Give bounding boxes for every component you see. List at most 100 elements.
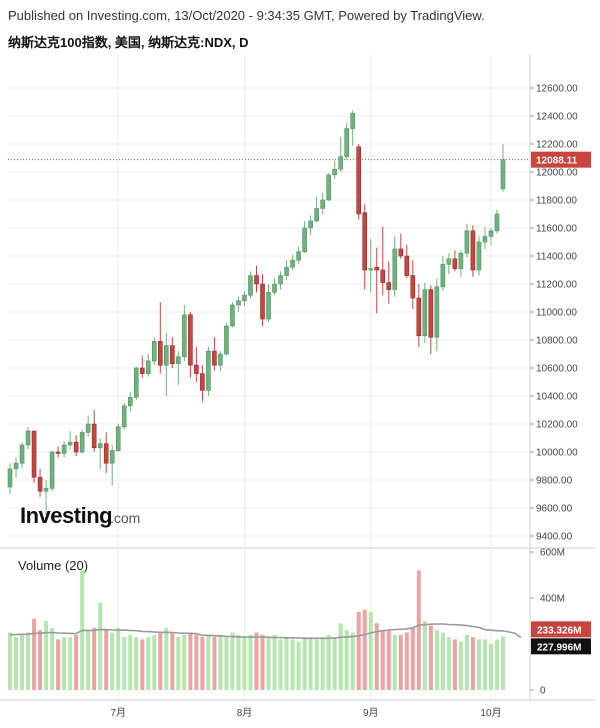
candle-body: [308, 220, 313, 229]
volume-bar: [56, 639, 61, 690]
candle-body: [260, 283, 265, 320]
volume-bar: [158, 632, 163, 690]
candle-body: [37, 476, 43, 492]
volume-bar: [350, 632, 355, 690]
volume-bar: [398, 634, 403, 690]
price-tick-label: 9600.00: [536, 504, 573, 515]
candle-body: [368, 268, 374, 271]
volume-bar: [188, 632, 193, 690]
candle-body: [13, 462, 19, 470]
candle-body: [464, 230, 470, 254]
candle-body: [31, 430, 37, 478]
volume-bar: [200, 637, 205, 690]
volume-bar: [122, 637, 127, 690]
volume-bar: [182, 634, 187, 690]
last-volume-label-bg: [531, 621, 591, 638]
candle-body: [85, 423, 91, 433]
candle-body: [476, 241, 482, 271]
candle-body: [19, 444, 25, 464]
candle-body: [470, 230, 476, 271]
volume-bar: [476, 639, 481, 690]
candle-body: [320, 199, 325, 209]
volume-tick-label: 600M: [540, 548, 565, 559]
price-tick-label: 11400.00: [536, 252, 577, 263]
brand-logo: Investing: [20, 503, 112, 528]
candle-body: [428, 289, 434, 338]
candle-body: [494, 213, 500, 232]
volume-bar: [140, 639, 145, 690]
volume-bar: [38, 630, 43, 690]
volume-bar: [110, 632, 115, 690]
price-tick-label: 10800.00: [536, 336, 578, 347]
volume-bar: [344, 630, 349, 690]
volume-bar: [32, 618, 37, 690]
candle-body: [410, 275, 416, 299]
candle-body: [266, 292, 271, 320]
volume-bar: [164, 627, 169, 690]
volume-bar: [170, 632, 175, 690]
price-tick-label: 9400.00: [536, 532, 573, 543]
candle-body: [296, 251, 301, 261]
candle-body: [55, 451, 61, 454]
price-tick-label: 9800.00: [536, 476, 573, 487]
price-tick-label: 12400.00: [536, 112, 578, 123]
candle-body: [284, 266, 289, 276]
volume-bar: [368, 611, 373, 690]
volume-bar: [296, 641, 301, 690]
candle-body: [350, 112, 355, 129]
candle-body: [115, 426, 121, 451]
candle-body: [392, 248, 398, 290]
candle-body: [49, 451, 55, 489]
candle-body: [194, 364, 199, 374]
volume-bar: [374, 623, 379, 690]
candle-body: [242, 294, 247, 302]
volume-bar: [470, 637, 475, 690]
candle-body: [386, 282, 392, 290]
volume-bar: [501, 636, 505, 690]
candle-body: [380, 269, 386, 283]
volume-bar: [116, 627, 121, 690]
volume-bar: [104, 630, 109, 690]
candle-body: [145, 360, 151, 374]
volume-bar: [482, 639, 487, 690]
candle-body: [398, 248, 404, 257]
price-tick-label: 11600.00: [536, 224, 577, 235]
volume-pane-title: Volume (20): [18, 558, 88, 573]
candle-body: [73, 441, 79, 453]
volume-bar: [26, 632, 31, 690]
volume-bar: [434, 630, 439, 690]
volume-bar: [416, 570, 421, 690]
brand-logo-suffix: .com: [110, 510, 140, 526]
volume-bar: [248, 634, 253, 690]
volume-bar: [386, 630, 391, 690]
volume-bar: [446, 637, 451, 690]
volume-bar: [284, 637, 289, 690]
volume-ma-line: [9, 623, 522, 640]
candle-body: [224, 325, 229, 355]
volume-bar: [8, 632, 12, 690]
volume-ma-label-bg: [531, 638, 591, 655]
candle-body: [482, 236, 488, 243]
volume-bar: [86, 630, 91, 690]
volume-bar: [380, 630, 385, 690]
volume-bar: [206, 634, 211, 690]
candle-body: [188, 314, 193, 366]
candle-body: [97, 443, 103, 449]
candle-body: [458, 252, 464, 269]
candle-body: [182, 314, 187, 358]
volume-bar: [278, 639, 283, 690]
volume-bar: [176, 637, 181, 690]
candle-body: [25, 430, 31, 446]
price-tick-label: 11200.00: [536, 280, 577, 291]
symbol-title: 纳斯达克100指数, 美国, 纳斯达克:NDX, D: [8, 35, 249, 50]
candle-body: [326, 174, 331, 201]
price-tick-label: 11800.00: [536, 196, 577, 207]
volume-bar: [404, 632, 409, 690]
volume-bar: [224, 637, 229, 690]
volume-bar: [464, 634, 469, 690]
time-tick-label: 7月: [110, 707, 126, 719]
candle-body: [176, 356, 181, 365]
candle-body: [416, 297, 422, 337]
volume-bar: [62, 637, 67, 690]
candle-body: [212, 350, 217, 366]
